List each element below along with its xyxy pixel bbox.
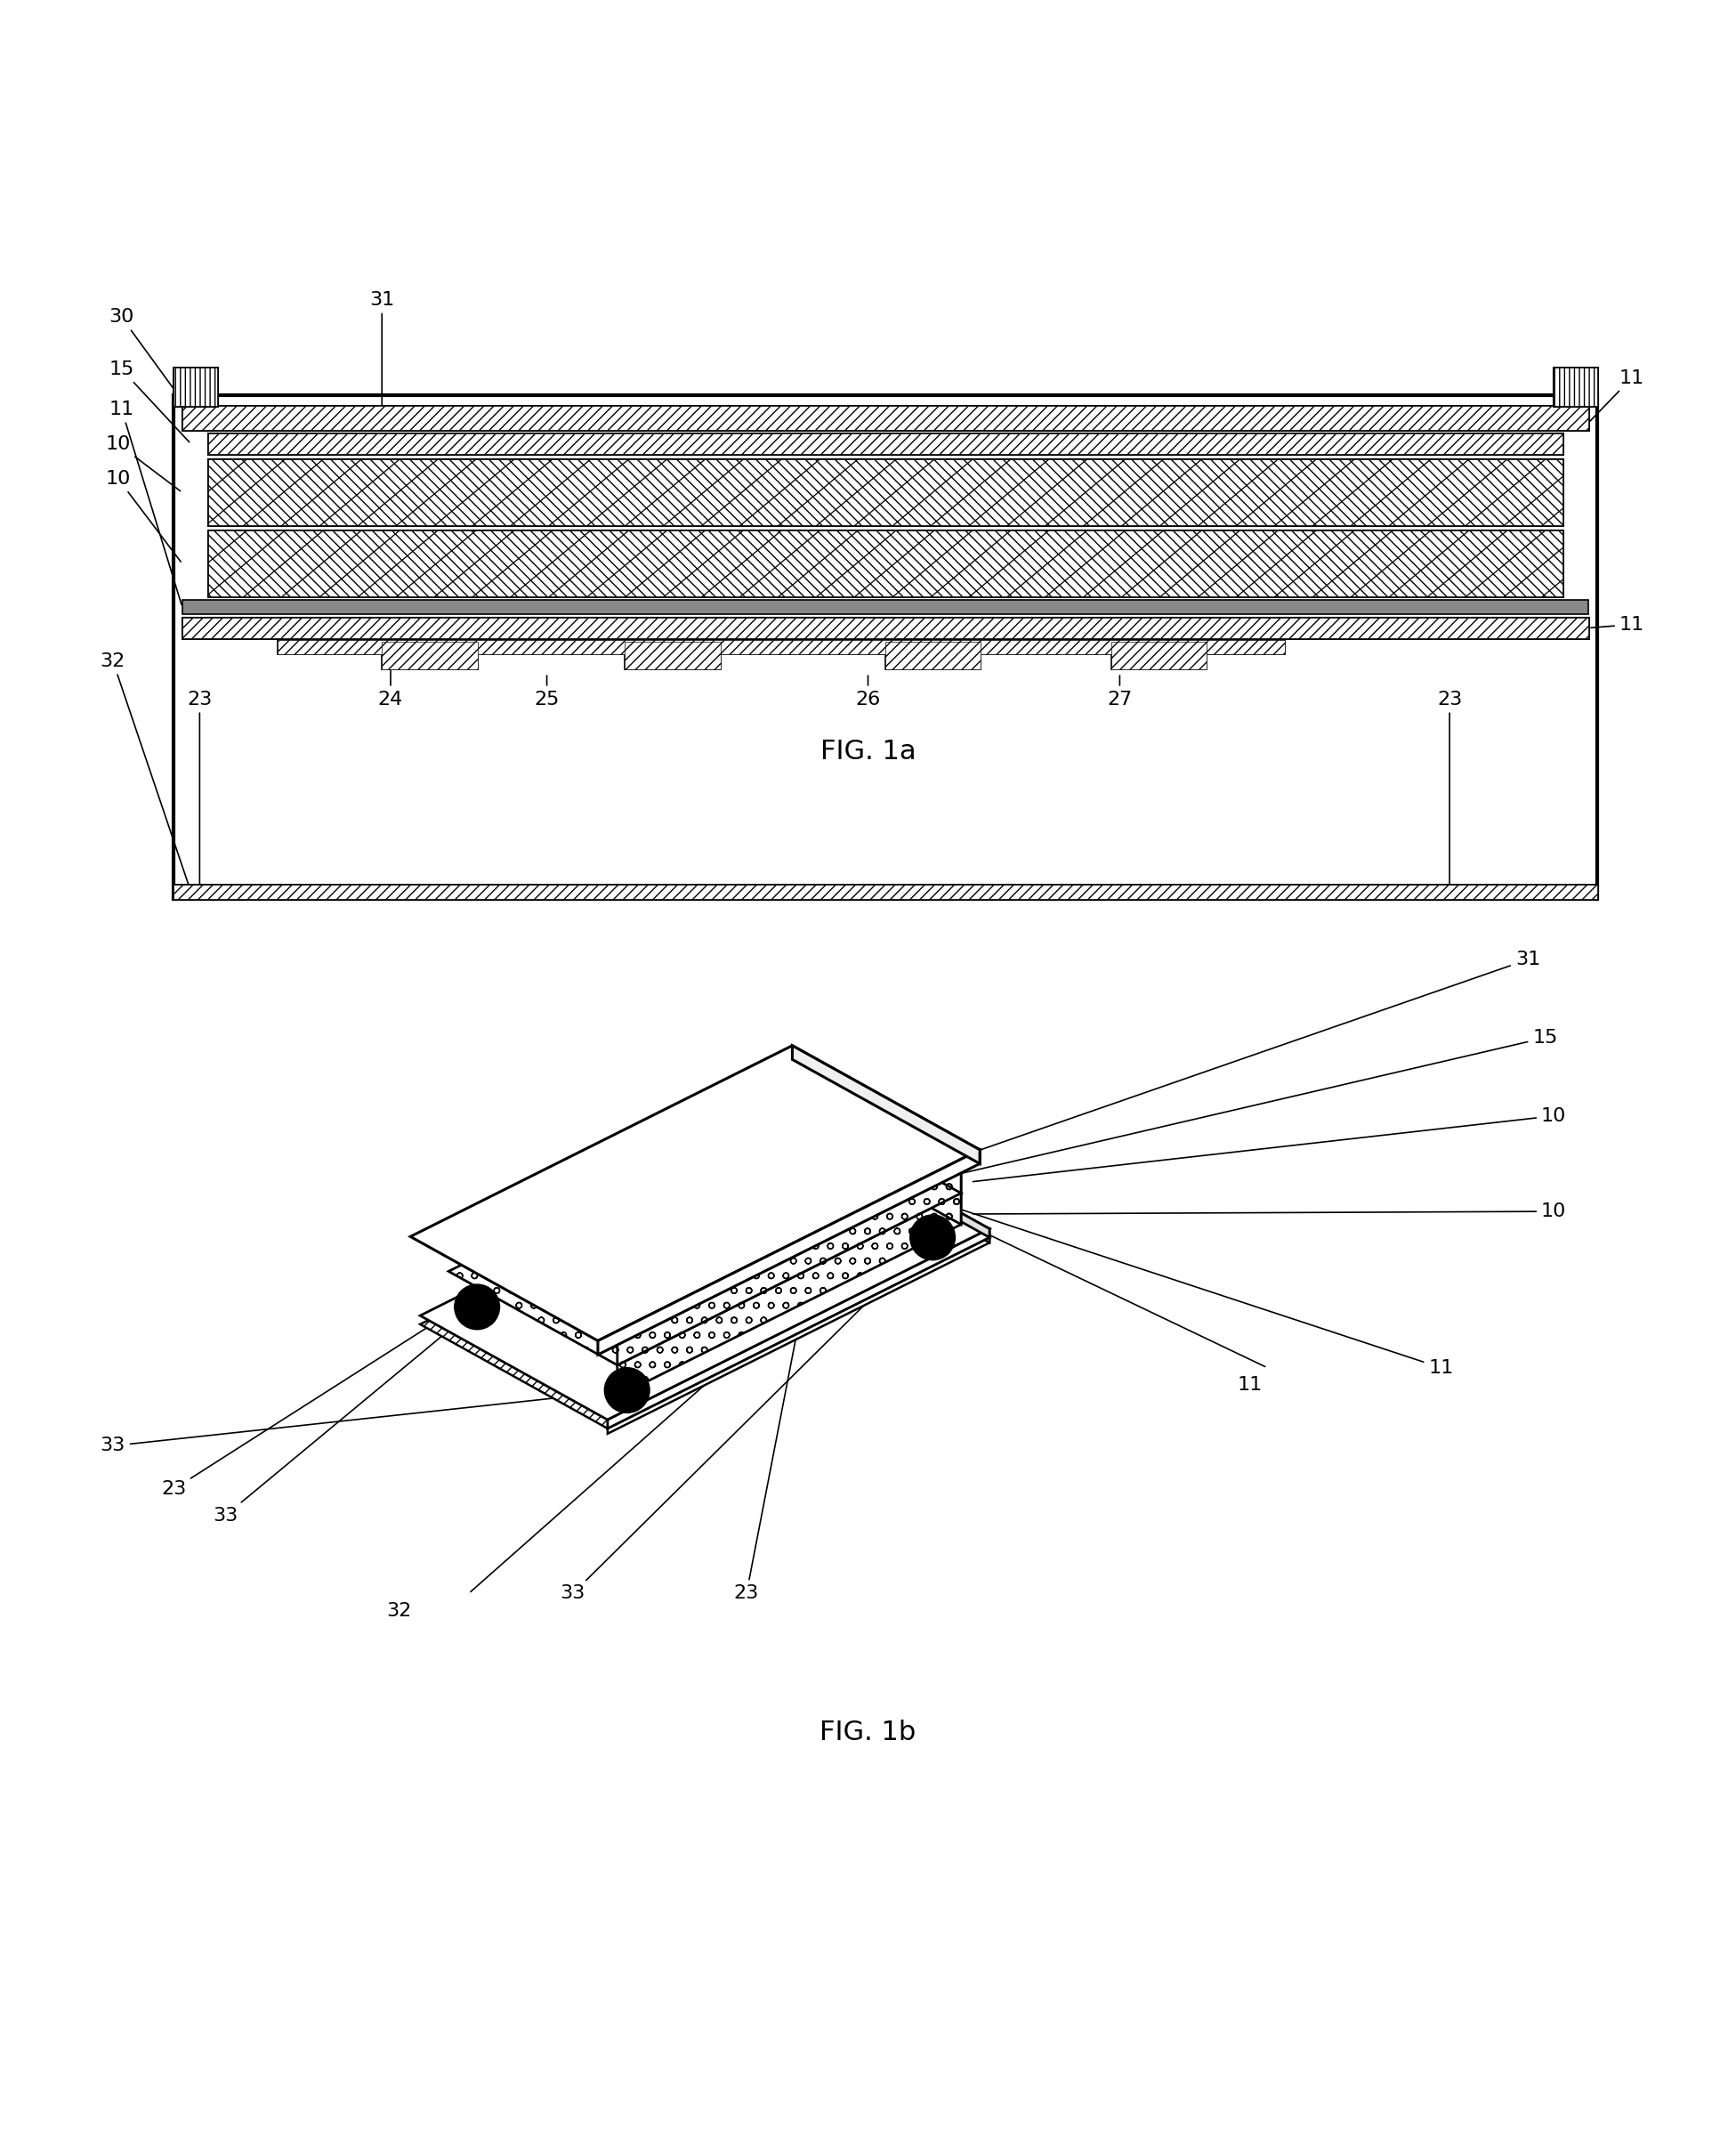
Polygon shape [613,1152,972,1336]
Text: 33: 33 [561,1240,930,1602]
Polygon shape [792,1045,979,1165]
Polygon shape [174,367,217,405]
Polygon shape [885,641,981,669]
Polygon shape [437,1053,972,1332]
Text: 23: 23 [187,691,212,901]
Polygon shape [382,641,477,669]
Polygon shape [792,1100,962,1225]
Polygon shape [625,641,720,669]
Polygon shape [618,1163,962,1364]
Text: 11: 11 [109,401,182,605]
Text: 11: 11 [898,1188,1453,1377]
Text: 23: 23 [161,1302,465,1497]
Text: FIG. 1b: FIG. 1b [819,1720,917,1746]
Polygon shape [174,367,217,405]
Text: 15: 15 [109,360,189,442]
Polygon shape [208,530,1562,596]
Text: 10: 10 [106,435,181,491]
Polygon shape [792,1068,962,1193]
Text: 31: 31 [915,950,1540,1173]
Text: 23: 23 [734,1328,799,1602]
Polygon shape [182,618,1588,639]
Polygon shape [420,1124,990,1420]
Text: 32: 32 [101,652,191,890]
Polygon shape [278,639,1285,654]
Polygon shape [1554,367,1597,405]
Text: 24: 24 [378,644,403,708]
Polygon shape [597,1150,979,1356]
Text: 10: 10 [972,1203,1566,1221]
Polygon shape [802,1124,990,1238]
Polygon shape [618,1158,962,1332]
Polygon shape [208,459,1562,526]
Text: 27: 27 [1108,676,1132,708]
Text: 15: 15 [934,1030,1557,1180]
Polygon shape [382,641,477,669]
Polygon shape [1111,641,1207,669]
Polygon shape [802,1133,990,1242]
Polygon shape [448,1100,962,1364]
Polygon shape [208,530,1562,596]
Polygon shape [608,1229,990,1429]
Polygon shape [182,405,1588,429]
Polygon shape [182,405,1588,429]
Text: FIG. 1a: FIG. 1a [819,738,917,764]
Circle shape [455,1285,500,1330]
Text: 23: 23 [1437,691,1462,901]
Text: 10: 10 [106,470,181,562]
Polygon shape [792,1064,962,1160]
Polygon shape [278,639,1285,654]
Text: 32: 32 [387,1602,411,1619]
Polygon shape [797,1053,972,1156]
Circle shape [760,1133,806,1178]
Polygon shape [208,459,1562,526]
Polygon shape [208,433,1562,455]
Text: 31: 31 [370,292,394,416]
Text: 30: 30 [109,309,189,410]
Circle shape [604,1369,649,1414]
Text: 10: 10 [972,1107,1566,1182]
Text: 11: 11 [1581,369,1644,429]
Text: 11: 11 [1238,1377,1262,1394]
Text: 33: 33 [101,1390,625,1454]
Circle shape [910,1214,955,1259]
Polygon shape [1554,367,1597,405]
Polygon shape [410,1045,979,1341]
Polygon shape [448,1064,962,1330]
Text: 33: 33 [214,1308,476,1525]
Polygon shape [448,1068,962,1334]
Polygon shape [625,641,720,669]
Text: 25: 25 [535,676,559,708]
Polygon shape [1111,641,1207,669]
Polygon shape [208,433,1562,455]
Polygon shape [182,601,1588,613]
Polygon shape [174,886,1597,899]
Polygon shape [618,1193,962,1396]
Polygon shape [608,1238,990,1433]
Polygon shape [420,1133,990,1429]
Text: 11: 11 [1590,616,1644,633]
Polygon shape [885,641,981,669]
Polygon shape [182,618,1588,639]
Polygon shape [174,886,1597,899]
Text: 26: 26 [856,676,880,708]
